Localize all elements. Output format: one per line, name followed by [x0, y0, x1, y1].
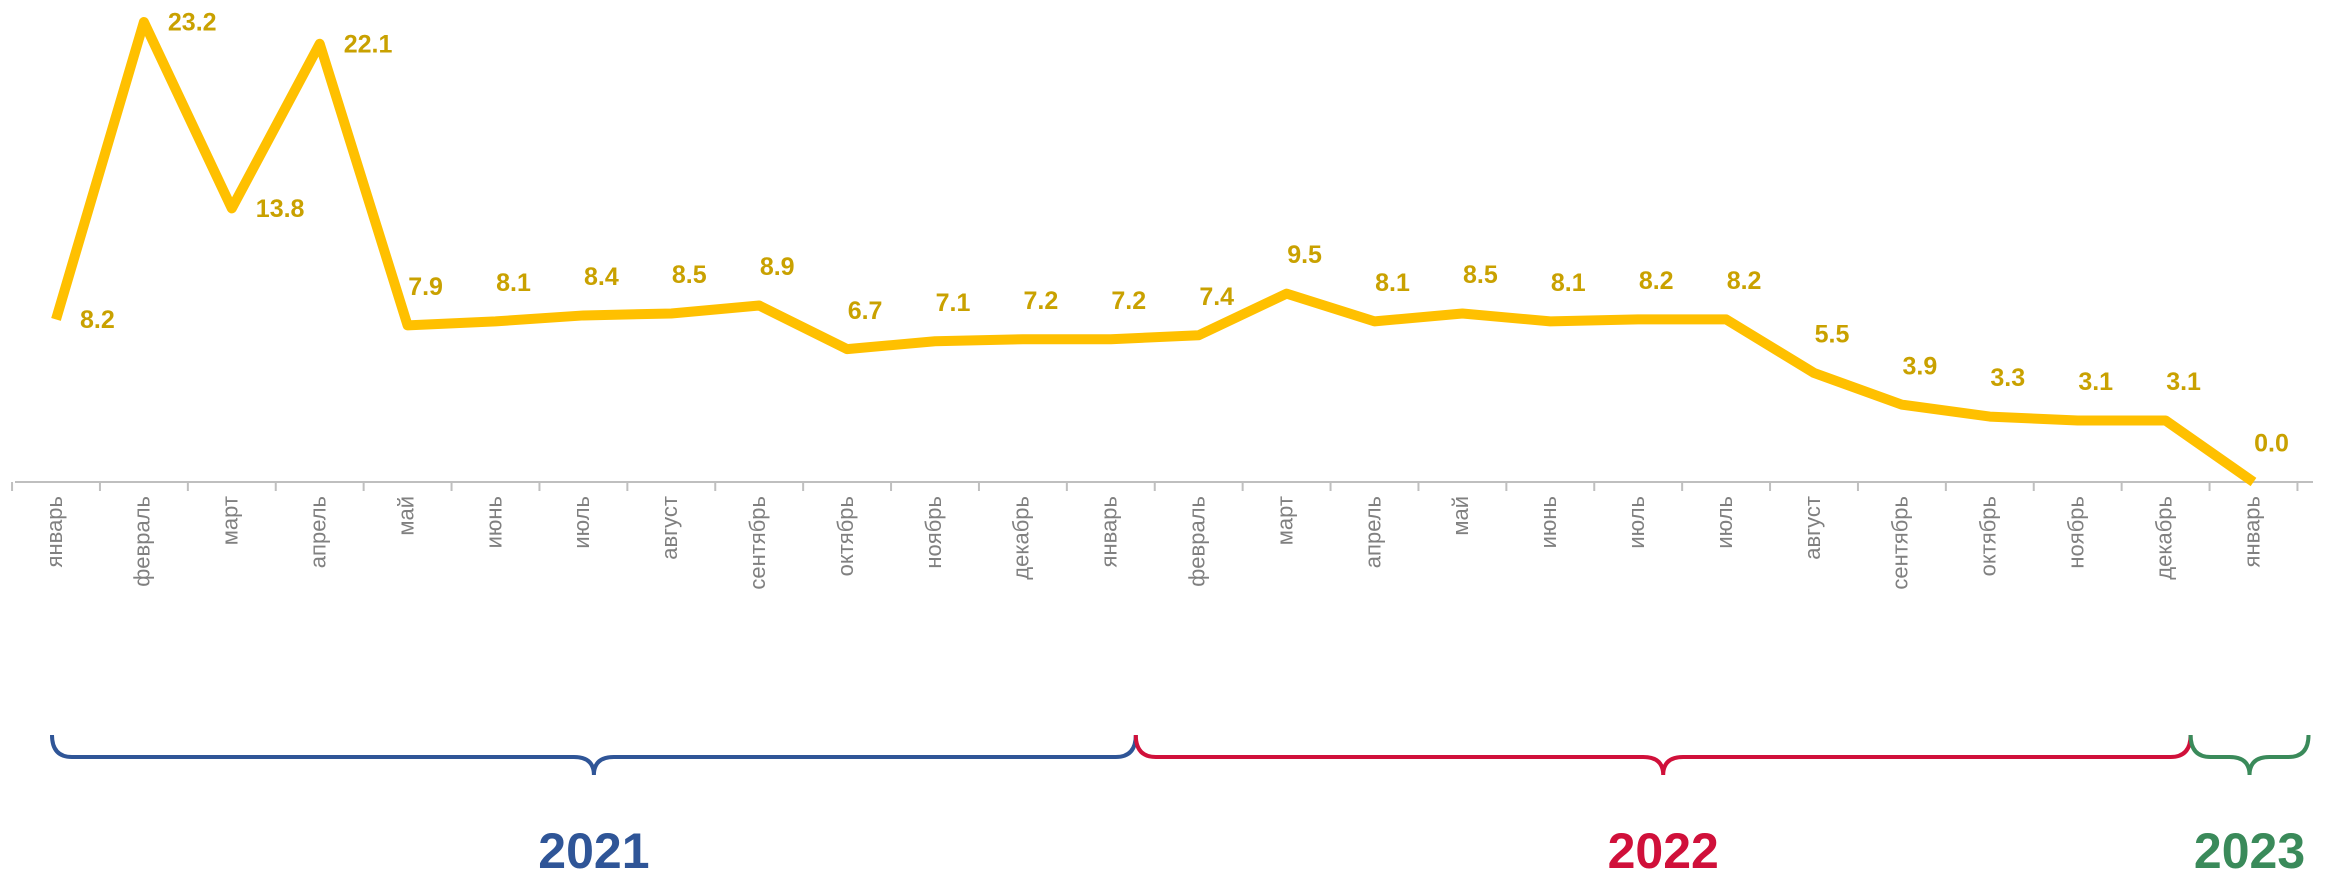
value-label: 3.3 — [1990, 364, 2025, 392]
year-label: 2022 — [1608, 823, 1719, 878]
year-label: 2021 — [538, 823, 649, 878]
x-tick-label: март — [218, 496, 243, 545]
x-tick-label: июль — [569, 496, 594, 549]
x-tick-label: январь — [2239, 496, 2264, 567]
year-label: 2023 — [2194, 823, 2305, 878]
value-label: 8.1 — [1551, 269, 1586, 297]
value-label: 22.1 — [344, 30, 393, 58]
x-tick-label: июнь — [1536, 496, 1561, 548]
line — [51, 17, 2257, 487]
x-tick-label: октябрь — [1976, 496, 2001, 576]
value-label: 7.4 — [1199, 283, 1234, 311]
value-label: 8.5 — [672, 261, 707, 289]
x-tick-label: февраль — [130, 496, 155, 587]
x-tick-label: октябрь — [833, 496, 858, 576]
bracket — [50, 734, 1138, 776]
x-tick-label: сентябрь — [1888, 496, 1913, 590]
x-tick-label: декабрь — [1009, 496, 1034, 580]
value-label: 7.9 — [408, 273, 443, 301]
value-label: 23.2 — [168, 9, 217, 37]
value-label: 3.1 — [2166, 368, 2201, 396]
value-label: 8.2 — [80, 306, 115, 334]
value-label: 3.1 — [2078, 368, 2113, 396]
value-label: 8.2 — [1639, 267, 1674, 295]
x-tick-label: ноябрь — [2064, 496, 2089, 569]
value-label: 7.2 — [1111, 287, 1146, 315]
value-label: 8.4 — [584, 263, 619, 291]
value-label: 0.0 — [2254, 430, 2289, 458]
x-tick-label: январь — [42, 496, 67, 567]
bracket — [1133, 734, 2193, 776]
value-label: 3.9 — [1903, 352, 1938, 380]
x-tick-label: август — [1800, 496, 1825, 560]
x-tick-label: июль — [1712, 496, 1737, 549]
value-label: 8.1 — [496, 269, 531, 297]
value-label: 6.7 — [848, 297, 883, 325]
value-label: 7.1 — [936, 289, 971, 317]
x-tick-label: ноябрь — [921, 496, 946, 569]
value-label: 8.9 — [760, 253, 795, 281]
x-tick-label: апрель — [306, 496, 331, 568]
x-tick-label: апрель — [1360, 496, 1385, 568]
value-label: 7.2 — [1024, 287, 1059, 315]
x-tick-label: август — [657, 496, 682, 560]
x-tick-label: июнь — [481, 496, 506, 548]
bracket — [2188, 734, 2311, 776]
x-tick-label: январь — [1097, 496, 1122, 567]
value-label: 8.5 — [1463, 261, 1498, 289]
x-tick-label: февраль — [1185, 496, 1210, 587]
x-tick-label: сентябрь — [745, 496, 770, 590]
x-tick-label: декабрь — [2151, 496, 2176, 580]
value-label: 13.8 — [256, 195, 305, 223]
value-label: 5.5 — [1815, 321, 1850, 349]
value-label: 8.2 — [1727, 267, 1762, 295]
x-tick-label: май — [1448, 496, 1473, 536]
value-label: 8.1 — [1375, 269, 1410, 297]
x-tick-label: июль — [1624, 496, 1649, 549]
value-label: 9.5 — [1287, 241, 1322, 269]
x-tick-label: март — [1272, 496, 1297, 545]
x-tick-label: май — [393, 496, 418, 536]
